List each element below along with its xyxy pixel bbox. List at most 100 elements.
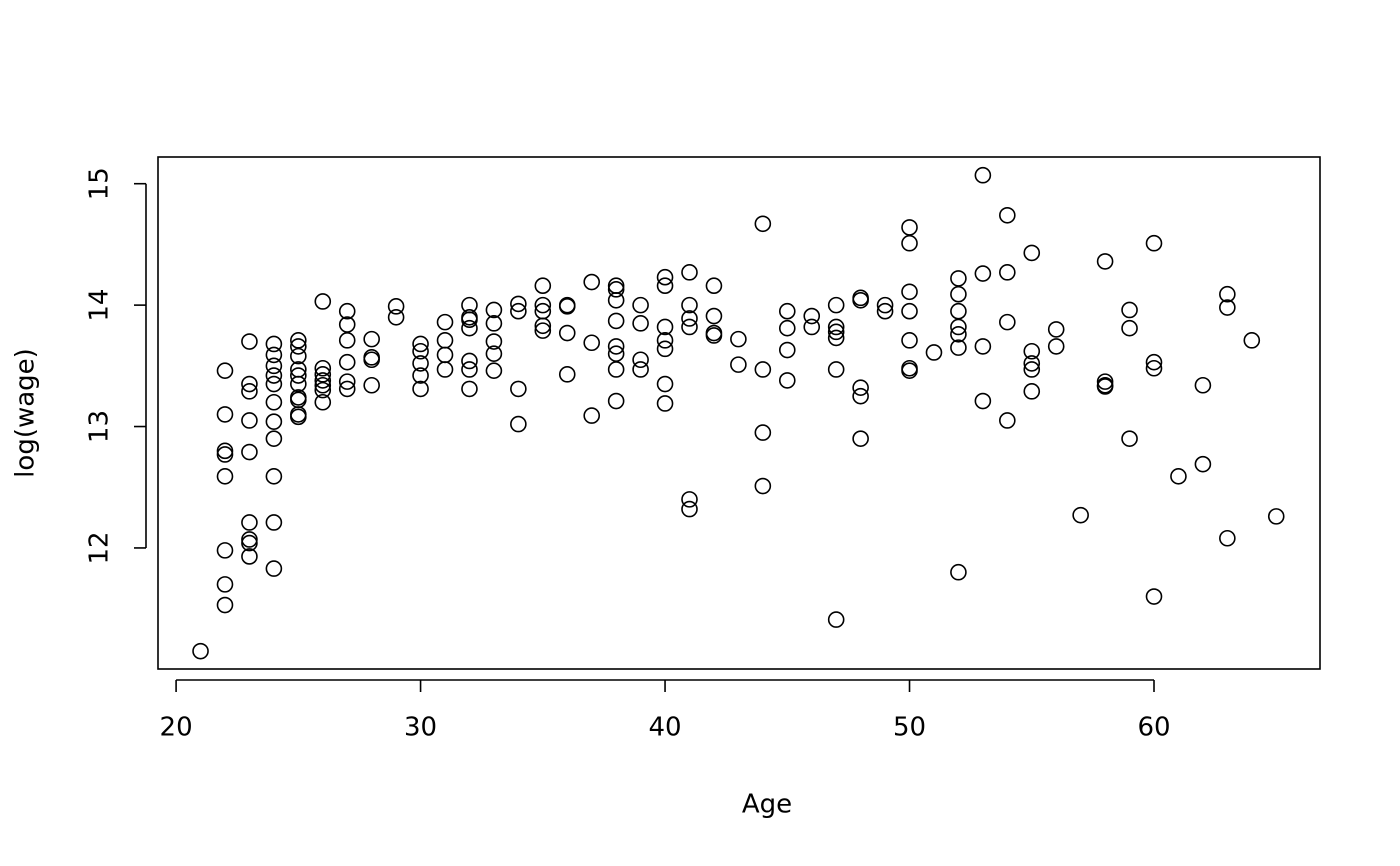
point: [461, 319, 478, 337]
point: [1023, 355, 1041, 372]
point: [241, 333, 258, 350]
point: [950, 339, 967, 356]
point: [950, 318, 967, 336]
point: [241, 412, 258, 429]
x-tick-label: 50: [893, 713, 926, 743]
point: [656, 332, 674, 349]
point: [314, 393, 332, 411]
point: [901, 362, 918, 379]
point: [705, 327, 723, 344]
point: [216, 576, 234, 593]
point: [681, 264, 698, 281]
point: [1023, 383, 1041, 400]
point: [1267, 508, 1285, 525]
point: [1096, 253, 1114, 270]
point: [1219, 299, 1236, 316]
point: [534, 317, 552, 335]
point: [607, 338, 625, 355]
point: [558, 324, 576, 342]
point: [607, 392, 625, 410]
point: [1121, 301, 1138, 319]
point: [314, 376, 332, 394]
point: [803, 318, 821, 336]
point: [461, 380, 478, 398]
point: [241, 548, 258, 565]
point: [363, 351, 380, 369]
point: [412, 335, 429, 353]
point: [852, 387, 869, 405]
point: [925, 344, 943, 361]
point: [1096, 376, 1114, 394]
x-tick-label: 60: [1137, 713, 1170, 743]
point: [876, 302, 894, 320]
point: [656, 318, 674, 336]
point: [265, 430, 283, 447]
point: [607, 361, 625, 378]
point: [510, 380, 527, 398]
point: [656, 340, 674, 358]
point: [1096, 378, 1114, 395]
point: [265, 335, 283, 353]
point: [999, 412, 1016, 429]
point: [485, 301, 503, 319]
point: [607, 312, 625, 330]
x-tick-label: 30: [404, 713, 437, 743]
point: [632, 315, 649, 332]
point: [730, 356, 747, 373]
point: [216, 542, 234, 559]
point: [363, 330, 380, 348]
y-tick-label: 15: [85, 167, 115, 200]
point: [241, 534, 258, 552]
point: [534, 322, 552, 339]
point: [387, 298, 405, 315]
point: [558, 366, 576, 383]
point: [681, 491, 698, 508]
point: [681, 310, 698, 327]
point: [974, 166, 992, 184]
point: [436, 313, 454, 331]
point: [852, 379, 869, 396]
point: [656, 268, 674, 286]
point: [387, 308, 405, 326]
point: [1219, 285, 1236, 303]
point: [730, 330, 747, 348]
point: [901, 332, 918, 349]
point: [265, 375, 283, 393]
point: [510, 415, 527, 433]
point: [827, 361, 845, 378]
point: [265, 346, 283, 364]
point: [510, 302, 527, 320]
point: [1096, 373, 1114, 390]
x-axis-label: Age: [742, 790, 792, 820]
point: [803, 307, 821, 325]
point: [901, 219, 918, 236]
point: [901, 302, 918, 320]
point: [241, 443, 258, 461]
point: [778, 372, 796, 389]
point: [338, 302, 356, 320]
point: [461, 352, 478, 370]
point: [1023, 361, 1041, 378]
point: [950, 302, 967, 320]
point: [412, 355, 429, 372]
point: [216, 442, 234, 460]
point: [436, 361, 454, 378]
point: [534, 277, 552, 294]
point: [216, 406, 234, 423]
point: [1121, 430, 1138, 447]
point: [583, 407, 601, 424]
point: [241, 383, 258, 400]
point: [1145, 234, 1163, 252]
point: [754, 424, 772, 441]
point: [510, 295, 527, 313]
point: [901, 234, 918, 252]
point: [827, 318, 845, 336]
y-tick-label: 12: [85, 531, 115, 564]
point: [1072, 506, 1089, 524]
point: [265, 413, 283, 430]
point: [778, 319, 796, 337]
point: [241, 531, 258, 548]
point: [999, 313, 1016, 331]
point: [705, 277, 723, 294]
